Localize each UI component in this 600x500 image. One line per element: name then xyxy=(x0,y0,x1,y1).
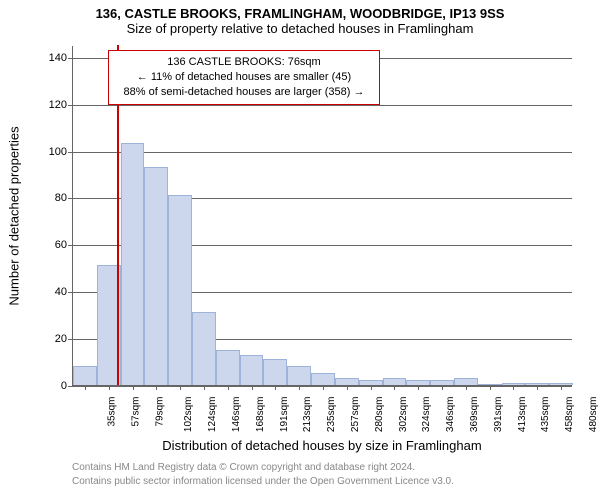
y-tick-label: 20 xyxy=(55,333,73,345)
x-tick-label: 102sqm xyxy=(183,397,194,433)
grid-line xyxy=(73,152,572,153)
x-tick-label: 391sqm xyxy=(493,397,504,433)
x-tick-label: 302sqm xyxy=(398,397,409,433)
x-tick-mark xyxy=(204,385,205,390)
x-tick-label: 280sqm xyxy=(374,397,385,433)
info-line-smaller: ← 11% of detached houses are smaller (45… xyxy=(117,70,371,85)
x-tick-label: 57sqm xyxy=(130,397,141,427)
x-tick-mark xyxy=(418,385,419,390)
x-tick-mark xyxy=(133,385,134,390)
x-tick-label: 146sqm xyxy=(231,397,242,433)
x-tick-mark xyxy=(466,385,467,390)
x-tick-mark xyxy=(156,385,157,390)
histogram-bar xyxy=(383,378,407,385)
x-tick-mark xyxy=(252,385,253,390)
footer-copyright-line-2: Contains public sector information licen… xyxy=(72,476,454,487)
info-line-larger: 88% of semi-detached houses are larger (… xyxy=(117,85,371,100)
histogram-bar xyxy=(192,312,216,385)
x-tick-mark xyxy=(85,385,86,390)
x-tick-label: 79sqm xyxy=(154,397,165,427)
x-tick-label: 435sqm xyxy=(541,397,552,433)
x-tick-mark xyxy=(180,385,181,390)
x-tick-label: 324sqm xyxy=(422,397,433,433)
x-tick-label: 257sqm xyxy=(350,397,361,433)
histogram-bar xyxy=(240,355,264,385)
x-tick-mark xyxy=(371,385,372,390)
y-tick-label: 0 xyxy=(61,380,73,392)
y-tick-label: 120 xyxy=(49,99,73,111)
histogram-bar xyxy=(121,143,145,385)
x-tick-mark xyxy=(442,385,443,390)
x-tick-mark xyxy=(228,385,229,390)
histogram-bar xyxy=(287,366,311,385)
x-tick-mark xyxy=(513,385,514,390)
info-line-property: 136 CASTLE BROOKS: 76sqm xyxy=(117,55,371,70)
x-tick-label: 346sqm xyxy=(445,397,456,433)
x-tick-label: 369sqm xyxy=(469,397,480,433)
histogram-bar xyxy=(311,373,335,385)
histogram-bar xyxy=(335,378,359,385)
x-tick-mark xyxy=(275,385,276,390)
y-tick-label: 100 xyxy=(49,146,73,158)
x-axis-label: Distribution of detached houses by size … xyxy=(72,438,572,453)
histogram-bar xyxy=(168,195,192,385)
chart-title-address: 136, CASTLE BROOKS, FRAMLINGHAM, WOODBRI… xyxy=(0,0,600,21)
x-tick-label: 168sqm xyxy=(255,397,266,433)
footer-copyright-line-1: Contains HM Land Registry data © Crown c… xyxy=(72,462,415,473)
x-tick-label: 413sqm xyxy=(517,397,528,433)
x-tick-mark xyxy=(347,385,348,390)
x-tick-label: 35sqm xyxy=(106,397,117,427)
x-tick-mark xyxy=(299,385,300,390)
grid-line xyxy=(73,105,572,106)
x-tick-label: 124sqm xyxy=(207,397,218,433)
x-tick-mark xyxy=(537,385,538,390)
y-tick-label: 80 xyxy=(55,192,73,204)
chart-subtitle: Size of property relative to detached ho… xyxy=(0,21,600,36)
x-tick-label: 191sqm xyxy=(279,397,290,433)
y-tick-label: 140 xyxy=(49,52,73,64)
histogram-bar xyxy=(263,359,287,385)
x-tick-mark xyxy=(394,385,395,390)
histogram-bar xyxy=(216,350,240,385)
x-tick-mark xyxy=(561,385,562,390)
x-tick-label: 235sqm xyxy=(326,397,337,433)
y-tick-label: 40 xyxy=(55,286,73,298)
y-tick-label: 60 xyxy=(55,239,73,251)
info-callout-box: 136 CASTLE BROOKS: 76sqm ← 11% of detach… xyxy=(108,50,380,105)
x-tick-mark xyxy=(109,385,110,390)
x-tick-mark xyxy=(323,385,324,390)
x-tick-mark xyxy=(490,385,491,390)
x-tick-label: 213sqm xyxy=(302,397,313,433)
histogram-bar xyxy=(73,366,97,385)
x-tick-label: 458sqm xyxy=(564,397,575,433)
y-axis-label: Number of detached properties xyxy=(7,126,22,305)
x-tick-label: 480sqm xyxy=(588,397,599,433)
histogram-bar xyxy=(454,378,478,385)
histogram-bar xyxy=(144,167,168,385)
